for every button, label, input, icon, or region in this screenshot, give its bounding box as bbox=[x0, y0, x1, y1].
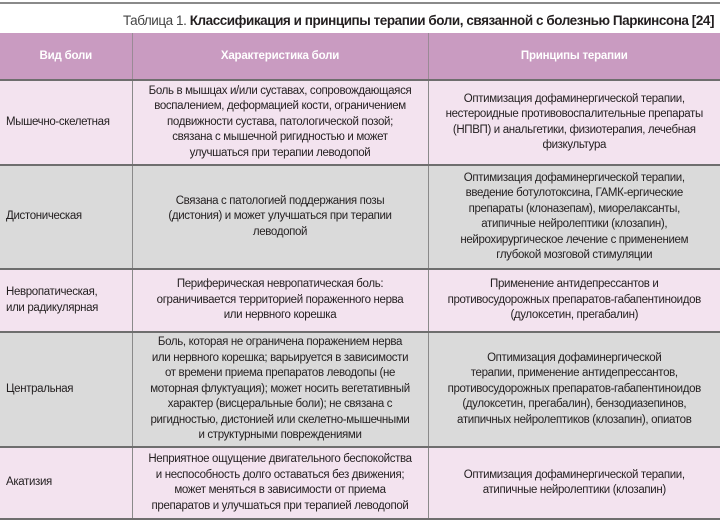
characteristic-cell: Боль в мышцах и/или суставах, сопровожда… bbox=[132, 80, 429, 166]
table-caption: Таблица 1. Классификация и принципы тера… bbox=[123, 13, 714, 28]
header-characteristic: Характеристика боли bbox=[132, 33, 429, 81]
therapy-cell: Оптимизация дофаминергической терапии, а… bbox=[428, 447, 720, 520]
table-row: Дистоническая Связана с патологией подде… bbox=[0, 165, 720, 270]
table-row: Невропатическая, или радикулярная Перифе… bbox=[0, 269, 720, 333]
caption-label: Таблица 1. bbox=[122, 13, 187, 28]
characteristic-cell: Боль, которая не ограничена поражением н… bbox=[132, 332, 429, 448]
header-therapy: Принципы терапии bbox=[428, 33, 720, 81]
table-row: Центральная Боль, которая не ограничена … bbox=[0, 332, 720, 448]
pain-type-cell: Акатизия bbox=[0, 447, 133, 520]
characteristic-cell: Периферическая невропатическая боль: огр… bbox=[132, 269, 429, 333]
pain-type-cell: Дистоническая bbox=[0, 165, 133, 270]
header-row: Вид боли Характеристика боли Принципы те… bbox=[0, 33, 720, 81]
pain-type-cell: Мышечно-скелетная bbox=[0, 80, 133, 166]
top-rule bbox=[0, 2, 720, 4]
header-pain-type: Вид боли bbox=[0, 33, 133, 81]
therapy-cell: Применение антидепрессантов и противосуд… bbox=[428, 269, 720, 333]
therapy-cell: Оптимизация дофаминергической терапии, в… bbox=[428, 165, 720, 270]
caption-title: Классификация и принципы терапии боли, с… bbox=[189, 13, 715, 28]
therapy-cell: Оптимизация дофаминергической терапии, п… bbox=[428, 332, 720, 448]
pain-classification-table: Вид боли Характеристика боли Принципы те… bbox=[0, 33, 720, 520]
characteristic-cell: Связана с патологией поддержания позы (д… bbox=[132, 165, 429, 270]
table-row: Мышечно-скелетная Боль в мышцах и/или су… bbox=[0, 80, 720, 166]
therapy-cell: Оптимизация дофаминергической терапии, н… bbox=[428, 80, 720, 166]
characteristic-cell: Неприятное ощущение двигательного беспок… bbox=[132, 447, 429, 520]
pain-type-cell: Невропатическая, или радикулярная bbox=[0, 269, 133, 333]
table-row: Акатизия Неприятное ощущение двигательно… bbox=[0, 447, 720, 520]
pain-type-cell: Центральная bbox=[0, 332, 133, 448]
